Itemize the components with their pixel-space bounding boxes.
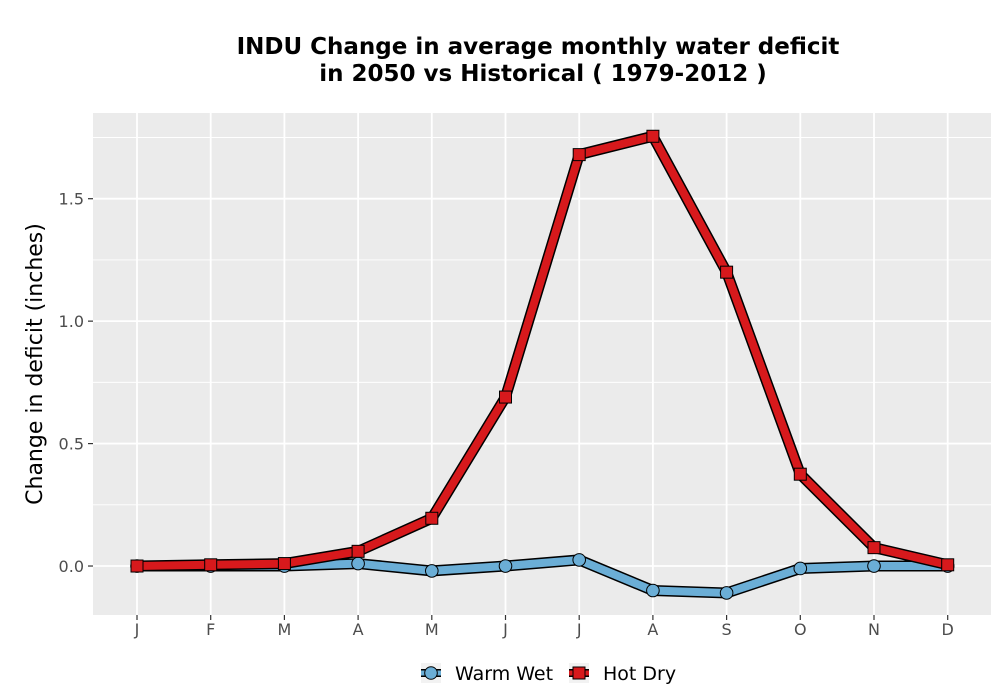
legend-label-hot-dry: Hot Dry bbox=[603, 663, 676, 685]
point-warm-wet bbox=[867, 559, 881, 573]
x-tick-label: J bbox=[134, 620, 140, 639]
plot-panel bbox=[93, 113, 991, 615]
x-tick-label: M bbox=[425, 620, 439, 639]
x-tick-label: D bbox=[942, 620, 954, 639]
y-tick-label: 1.0 bbox=[59, 312, 84, 331]
point-hot-dry bbox=[720, 265, 734, 279]
x-tick-label: M bbox=[277, 620, 291, 639]
point-warm-wet bbox=[572, 553, 587, 567]
x-tick-label: F bbox=[206, 620, 215, 639]
chart-title-line1: INDU Change in average monthly water def… bbox=[237, 34, 840, 60]
point-warm-wet bbox=[351, 556, 365, 571]
y-tick-label: 0.5 bbox=[59, 435, 84, 454]
x-tick-label: S bbox=[722, 620, 732, 639]
point-hot-dry bbox=[572, 148, 586, 162]
legend-key-marker-warm-wet bbox=[424, 666, 438, 680]
point-hot-dry bbox=[351, 544, 365, 558]
x-tick-label: N bbox=[868, 620, 880, 639]
series-layer bbox=[130, 129, 955, 600]
legend-key-marker-hot-dry bbox=[572, 666, 586, 680]
point-warm-wet bbox=[646, 583, 660, 598]
point-hot-dry bbox=[646, 129, 660, 143]
point-hot-dry bbox=[204, 558, 218, 572]
point-warm-wet bbox=[425, 564, 439, 578]
y-axis-label: Change in deficit (inches) bbox=[23, 223, 48, 505]
legend-label-warm-wet: Warm Wet bbox=[455, 663, 553, 685]
point-hot-dry bbox=[793, 467, 807, 481]
point-hot-dry bbox=[941, 558, 955, 572]
point-warm-wet bbox=[793, 561, 808, 576]
x-tick-label: O bbox=[794, 620, 807, 639]
y-tick-label: 1.5 bbox=[59, 190, 84, 209]
point-warm-wet bbox=[498, 559, 513, 573]
point-hot-dry bbox=[499, 390, 512, 404]
point-warm-wet bbox=[719, 586, 734, 600]
x-tick-label: J bbox=[502, 620, 508, 639]
point-hot-dry bbox=[277, 557, 291, 571]
x-tick-label: A bbox=[353, 620, 364, 639]
point-hot-dry bbox=[130, 559, 144, 573]
x-tick-label: J bbox=[576, 620, 582, 639]
legend: Warm Wet Hot Dry bbox=[421, 663, 676, 685]
point-hot-dry bbox=[425, 511, 439, 525]
series-line-hot-dry bbox=[136, 131, 949, 571]
y-tick-label: 0.0 bbox=[59, 557, 84, 576]
y-axis-ticks: 0.0 0.5 1.0 1.5 bbox=[59, 190, 93, 576]
point-hot-dry bbox=[867, 541, 881, 555]
x-tick-label: A bbox=[647, 620, 658, 639]
chart-title-line2: in 2050 vs Historical ( 1979-2012 ) bbox=[319, 61, 766, 87]
